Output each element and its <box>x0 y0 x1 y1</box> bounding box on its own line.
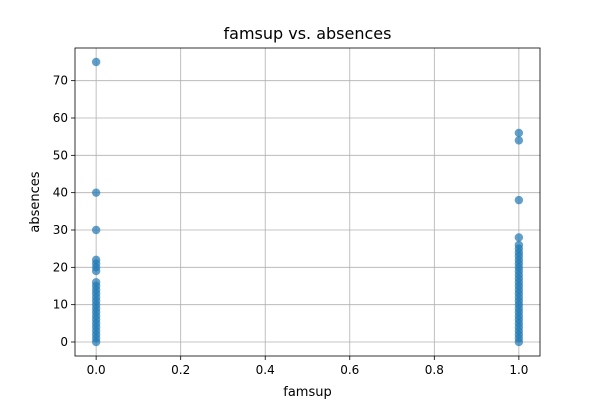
y-tick-label: 70 <box>53 74 68 88</box>
x-tick-label: 0.0 <box>87 363 106 377</box>
chart-title: famsup vs. absences <box>224 24 392 43</box>
data-points <box>91 57 524 347</box>
plot-frame <box>74 47 541 357</box>
scatter-point <box>91 188 101 197</box>
x-tick-label: 0.2 <box>171 363 190 377</box>
x-tick-label: 0.4 <box>256 363 275 377</box>
x-tick-label: 0.6 <box>340 363 359 377</box>
y-tick-label: 60 <box>53 111 68 125</box>
scatter-point <box>91 57 101 67</box>
scatter-point <box>514 240 524 250</box>
x-axis-ticks: 0.0 0.2 0.4 0.6 0.8 1.0 <box>87 356 528 377</box>
x-tick-label: 0.8 <box>425 363 444 377</box>
scatter-point <box>514 128 524 138</box>
y-tick-label: 0 <box>60 335 68 349</box>
y-tick-label: 40 <box>53 186 68 200</box>
scatter-point <box>91 255 101 265</box>
x-axis-label: famsup <box>283 385 331 400</box>
y-tick-label: 30 <box>53 223 68 237</box>
scatter-point <box>514 195 524 205</box>
y-axis-ticks: 0 10 20 30 40 50 60 70 <box>53 74 75 349</box>
scatter-point <box>514 233 524 242</box>
y-tick-label: 20 <box>53 260 68 274</box>
x-tick-label: 1.0 <box>509 363 528 377</box>
y-axis-label: absences <box>28 171 43 232</box>
scatter-point <box>91 225 101 235</box>
y-tick-label: 10 <box>53 298 68 312</box>
scatter-point <box>91 278 101 287</box>
y-tick-label: 50 <box>53 148 68 162</box>
scatter-point <box>514 136 524 145</box>
